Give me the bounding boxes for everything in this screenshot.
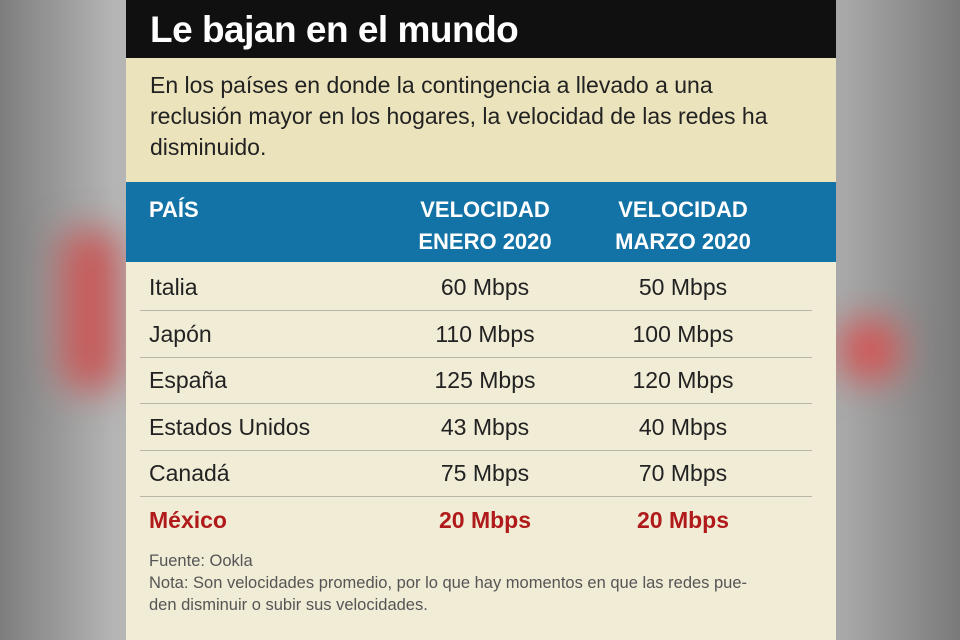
table-cell: 75 Mbps	[440, 460, 530, 487]
note-line: Nota: Son velocidades promedio, por lo q…	[149, 574, 748, 592]
table-row: Italia 60 Mbps 50 Mbps	[140, 264, 812, 311]
table-cell: 20 Mbps	[636, 507, 730, 533]
infographic: Le bajan en el mundo En los países en do…	[126, 0, 836, 640]
table-cell: España	[149, 367, 228, 394]
source: Fuente: Ookla	[149, 552, 253, 570]
table-cell: Italia	[149, 274, 198, 300]
table-cell: Estados Unidos	[149, 413, 311, 440]
table-cell: 120 Mbps	[632, 367, 734, 394]
table-cell: Japón	[149, 320, 212, 347]
table-cell: México	[149, 507, 227, 533]
subtitle: En los países en donde la contingencia a…	[126, 58, 836, 182]
table-row: Estados Unidos 43 Mbps 40 Mbps	[140, 404, 812, 451]
table-row: Canadá 75 Mbps 70 Mbps	[140, 450, 812, 498]
table-cell: 110 Mbps	[435, 320, 535, 347]
column-header: VELOCIDAD MARZO 2020	[615, 197, 751, 254]
table-header: PAÍS VELOCIDAD ENERO 2020 VELOCIDAD MARZ…	[126, 182, 836, 262]
table-row: España 125 Mbps 120 Mbps	[140, 357, 812, 405]
table-cell: 70 Mbps	[638, 460, 728, 487]
column-header: PAÍS	[149, 197, 199, 222]
table-cell: 20 Mbps	[438, 507, 532, 533]
background-shape	[60, 230, 120, 390]
title: Le bajan en el mundo	[126, 0, 836, 58]
table-cell: 43 Mbps	[440, 413, 530, 440]
table-cell: Canadá	[149, 460, 230, 487]
table-cell: 60 Mbps	[440, 274, 530, 300]
table-cell: 40 Mbps	[638, 413, 728, 440]
table-row: México 20 Mbps 20 Mbps	[140, 497, 812, 543]
background-shape	[840, 320, 900, 380]
table-row: Japón 110 Mbps 100 Mbps	[140, 311, 812, 358]
footer: Fuente: Ookla Nota: Son velocidades prom…	[149, 550, 819, 616]
table-cell: 125 Mbps	[434, 367, 536, 394]
column-header: VELOCIDAD ENERO 2020	[418, 197, 552, 254]
table-cell: 100 Mbps	[632, 320, 734, 347]
note-line: den disminuir o subir sus velocidades.	[149, 596, 428, 614]
table-cell: 50 Mbps	[638, 274, 728, 300]
